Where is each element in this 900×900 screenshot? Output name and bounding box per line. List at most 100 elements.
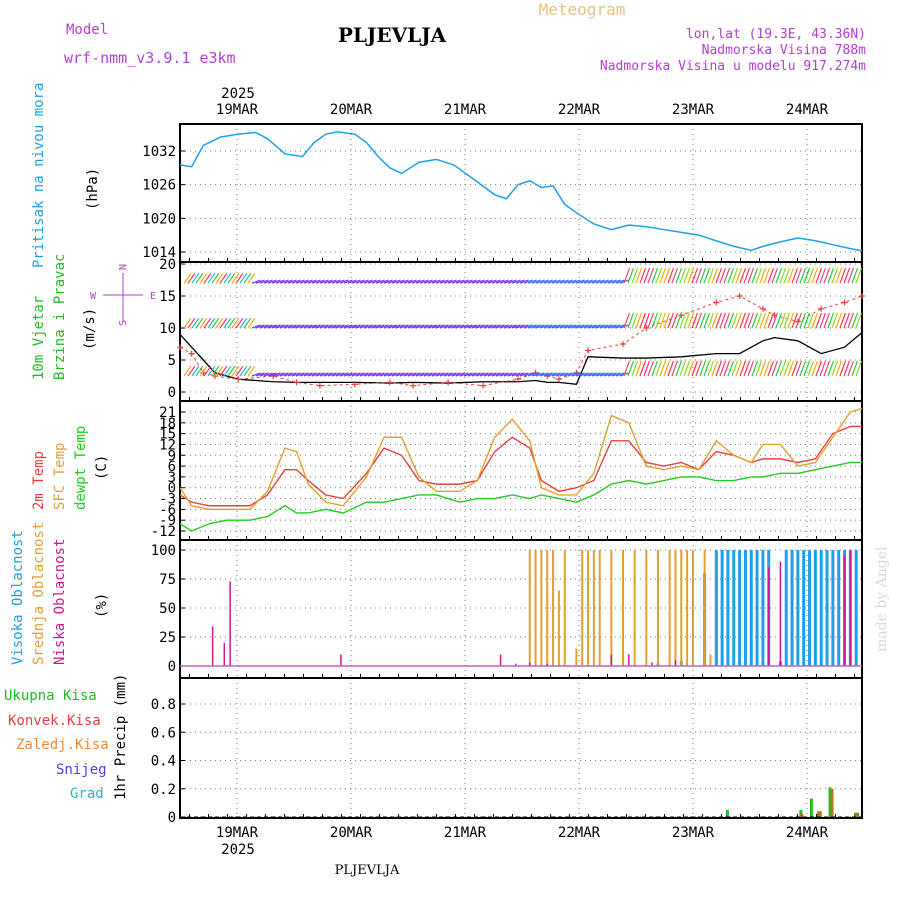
wind-barb	[799, 360, 807, 377]
cloud-label-high: Visoka Oblacnost	[10, 530, 26, 665]
wind-barb	[579, 372, 589, 377]
wind-barb	[223, 317, 232, 329]
wind-barb	[419, 372, 429, 377]
wind-barb	[547, 279, 557, 284]
wind-barb	[739, 360, 747, 377]
wind-barb	[223, 273, 232, 284]
y-tick-label: 0.8	[151, 697, 176, 713]
wind-barb	[671, 360, 679, 377]
wind-barb	[447, 324, 457, 329]
wind-barb	[279, 279, 289, 284]
wind-barb	[607, 324, 617, 329]
wind-barb	[327, 324, 337, 329]
wind-barb	[531, 279, 541, 284]
wind-barb	[359, 372, 369, 377]
wind-barb	[535, 279, 545, 284]
wind-barb	[311, 372, 321, 377]
wind-barb	[391, 279, 401, 284]
wind-barb	[467, 324, 477, 329]
wind-barb	[819, 312, 827, 329]
wind-barb	[623, 267, 631, 284]
wind-barb	[403, 279, 413, 284]
wind-barb	[811, 360, 819, 377]
y-tick-label: 0.2	[151, 782, 176, 798]
wind-barb	[291, 279, 301, 284]
y-tick-label: 5	[168, 353, 176, 369]
wind-barb	[615, 372, 625, 377]
wind-barb	[279, 372, 289, 377]
wind-barb	[539, 279, 549, 284]
wind-gust-marker	[316, 382, 323, 389]
wind-barb	[839, 360, 847, 377]
total-rain-bar	[828, 787, 832, 817]
wind-barb	[239, 273, 248, 284]
wind-barb	[199, 273, 208, 284]
mid-cloud-bar	[622, 550, 625, 666]
wind-barb	[395, 372, 405, 377]
wind-barb	[395, 279, 405, 284]
dewpt-line	[179, 461, 862, 532]
pressure-label: Pritisak na nivou mora	[31, 83, 47, 268]
wind-barb	[475, 372, 485, 377]
temp-label-sfc: SFC Temp	[52, 443, 68, 510]
wind-barb	[667, 360, 675, 377]
wind-barb	[767, 360, 775, 377]
wind-barb	[575, 279, 585, 284]
wind-barb	[759, 360, 767, 377]
wind-barb	[851, 312, 859, 329]
wind-barb	[311, 279, 321, 284]
wind-gust-line	[179, 295, 863, 387]
wind-barb	[279, 324, 289, 329]
wind-barb	[203, 317, 212, 329]
wind-barb	[495, 372, 505, 377]
low-cloud-bar	[610, 654, 613, 666]
wind-barb	[383, 372, 393, 377]
low-cloud-bar	[223, 642, 226, 666]
wind-barb	[443, 324, 453, 329]
wind-barb	[351, 279, 361, 284]
wind-barb	[667, 312, 675, 329]
y-tick-label: -6	[159, 502, 176, 518]
wind-barb	[643, 267, 651, 284]
wind-barb	[759, 267, 767, 284]
wind-barb	[255, 372, 265, 377]
wind-barb	[787, 267, 795, 284]
wind-speed-line	[179, 331, 863, 386]
wind-barb	[511, 324, 521, 329]
day-label-bottom: 21MAR	[444, 825, 487, 841]
wind-barb	[603, 324, 613, 329]
pressure-unit: (hPa)	[85, 168, 101, 210]
wind-barb	[623, 360, 631, 377]
wind-barb	[779, 312, 787, 329]
wind-barb	[235, 317, 244, 329]
wind-barb	[635, 267, 643, 284]
y-tick-label: 12	[159, 437, 176, 453]
wind-barb	[699, 267, 707, 284]
y-tick-label: 10	[159, 321, 176, 337]
wind-barb	[631, 267, 639, 284]
wind-barb	[463, 279, 473, 284]
wind-barb	[835, 312, 843, 329]
wind-barb	[827, 312, 835, 329]
wind-barb	[679, 312, 687, 329]
wind-barb	[487, 279, 497, 284]
wind-gust-marker	[620, 341, 627, 347]
wind-gust-marker	[555, 376, 562, 383]
wind-barb	[663, 312, 671, 329]
total-rain-bar	[725, 809, 729, 817]
wind-barb	[591, 372, 601, 377]
wind-barb	[707, 312, 715, 329]
day-label-bottom: 24MAR	[786, 825, 829, 841]
wind-barb	[303, 324, 313, 329]
wind-barb	[475, 279, 485, 284]
wind-barb	[415, 324, 425, 329]
wind-barb	[687, 360, 695, 377]
wind-barb	[739, 312, 747, 329]
wind-barb	[331, 324, 341, 329]
wind-barb	[767, 267, 775, 284]
wind-barb	[683, 312, 691, 329]
wind-barb	[203, 365, 212, 377]
wind-barb	[199, 365, 208, 377]
wind-barb	[319, 324, 329, 329]
